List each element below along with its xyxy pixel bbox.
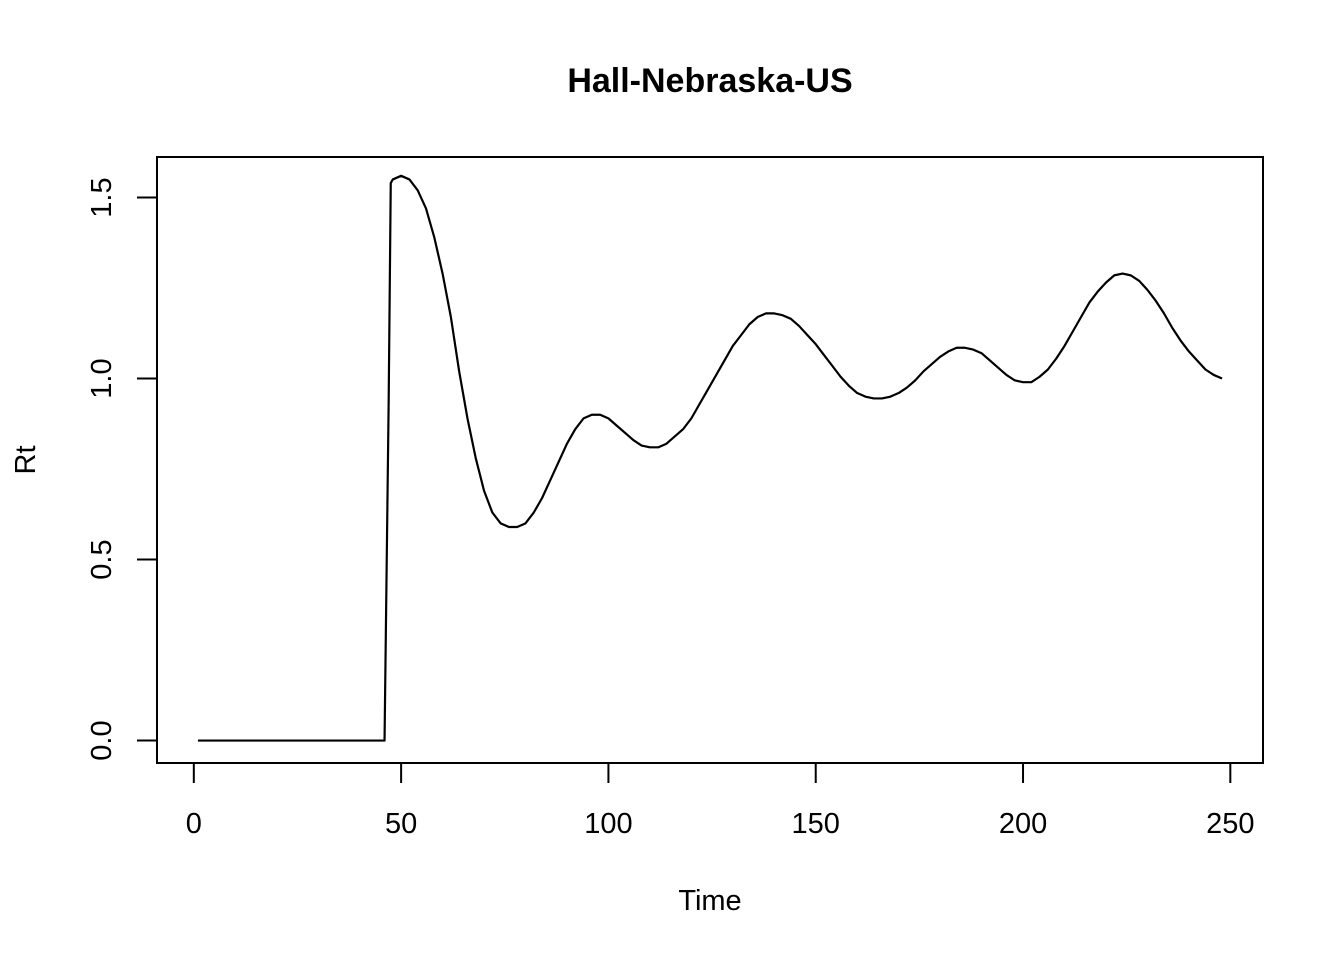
y-tick-label: 1.5 bbox=[86, 177, 118, 217]
y-axis: 0.0 0.5 1.0 1.5 bbox=[86, 177, 158, 761]
x-tick-label: 200 bbox=[999, 808, 1047, 840]
x-tick-label: 250 bbox=[1206, 808, 1254, 840]
y-axis-label: Rt bbox=[10, 446, 42, 475]
y-tick-label: 1.0 bbox=[86, 358, 118, 398]
series-line bbox=[197, 174, 1223, 742]
plot-frame bbox=[156, 156, 1264, 764]
x-tick-label: 100 bbox=[584, 808, 632, 840]
x-axis-label: Time bbox=[678, 885, 741, 917]
x-tick-label: 0 bbox=[186, 808, 202, 840]
x-axis: 0 50 100 150 200 250 bbox=[186, 762, 1255, 840]
x-tick-label: 50 bbox=[385, 808, 417, 840]
y-tick-label: 0.0 bbox=[86, 720, 118, 760]
y-tick-label: 0.5 bbox=[86, 539, 118, 579]
chart-title: Hall-Nebraska-US bbox=[567, 62, 852, 100]
x-tick-label: 150 bbox=[792, 808, 840, 840]
